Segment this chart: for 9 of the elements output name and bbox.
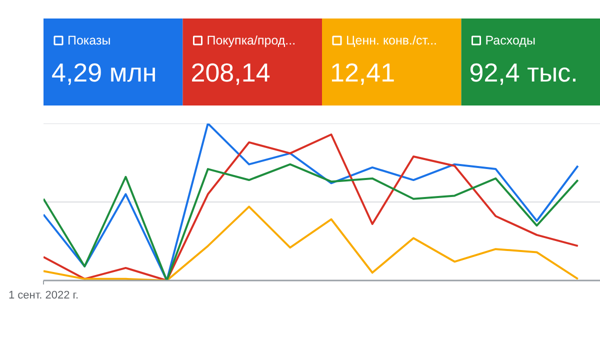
text: 12,41	[330, 58, 396, 88]
legend-label: Показы	[68, 34, 111, 48]
text: 1 сент. 2022 г.	[8, 290, 79, 302]
text: 208,14	[190, 58, 270, 88]
legend-label: Расходы	[485, 34, 536, 48]
legend-label: Покупка/прод...	[206, 34, 296, 48]
text: 92,4 тыс.	[469, 58, 578, 88]
text: 4,29 млн	[52, 58, 157, 88]
legend-label: Ценн. конв./ст...	[346, 34, 438, 48]
